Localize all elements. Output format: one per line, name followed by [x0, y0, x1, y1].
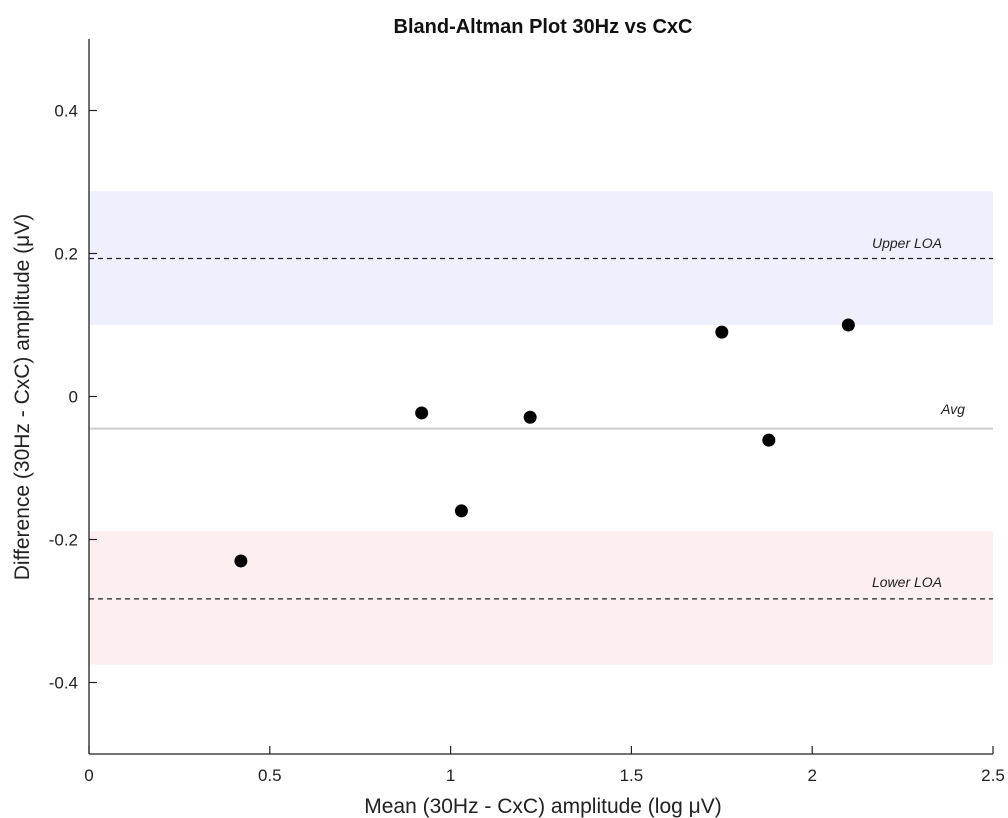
data-point — [841, 318, 855, 332]
y-axis-label: Difference (30Hz - CxC) amplitude (μV) — [11, 214, 34, 581]
data-point — [762, 433, 776, 447]
chart-title: Bland-Altman Plot 30Hz vs CxC — [394, 16, 693, 38]
data-point — [454, 504, 468, 518]
x-tick-label: 0 — [84, 766, 93, 785]
y-tick-label: -0.2 — [49, 531, 78, 550]
chart-labels: Bland-Altman Plot 30Hz vs CxC Mean (30Hz… — [11, 16, 965, 818]
lower-loa-band — [89, 530, 993, 665]
y-tick-label: 0.4 — [54, 102, 78, 121]
x-tick-label: 2 — [807, 766, 816, 785]
data-points — [234, 318, 855, 568]
reference-lines — [89, 257, 993, 600]
lower-loa-label: Lower LOA — [872, 574, 942, 590]
x-tick-label: 1 — [446, 766, 455, 785]
x-tick-label: 2.5 — [981, 766, 1005, 785]
x-tick-label: 1.5 — [620, 766, 644, 785]
data-point — [234, 554, 248, 568]
avg-label: Avg — [940, 401, 965, 417]
y-tick-label: -0.4 — [49, 674, 78, 693]
x-axis-label: Mean (30Hz - CxC) amplitude (log μV) — [364, 795, 722, 818]
loa-bands — [89, 191, 993, 665]
data-point — [415, 406, 429, 420]
data-point — [523, 410, 537, 424]
y-tick-label: 0.2 — [54, 245, 78, 264]
upper-loa-label: Upper LOA — [872, 235, 942, 251]
x-tick-label: 0.5 — [258, 766, 282, 785]
data-point — [715, 325, 729, 339]
y-tick-label: 0 — [69, 388, 78, 407]
ticks: 0 0.5 1 1.5 2 2.5 -0.4 -0.2 0 0.2 0.4 — [49, 102, 1005, 786]
